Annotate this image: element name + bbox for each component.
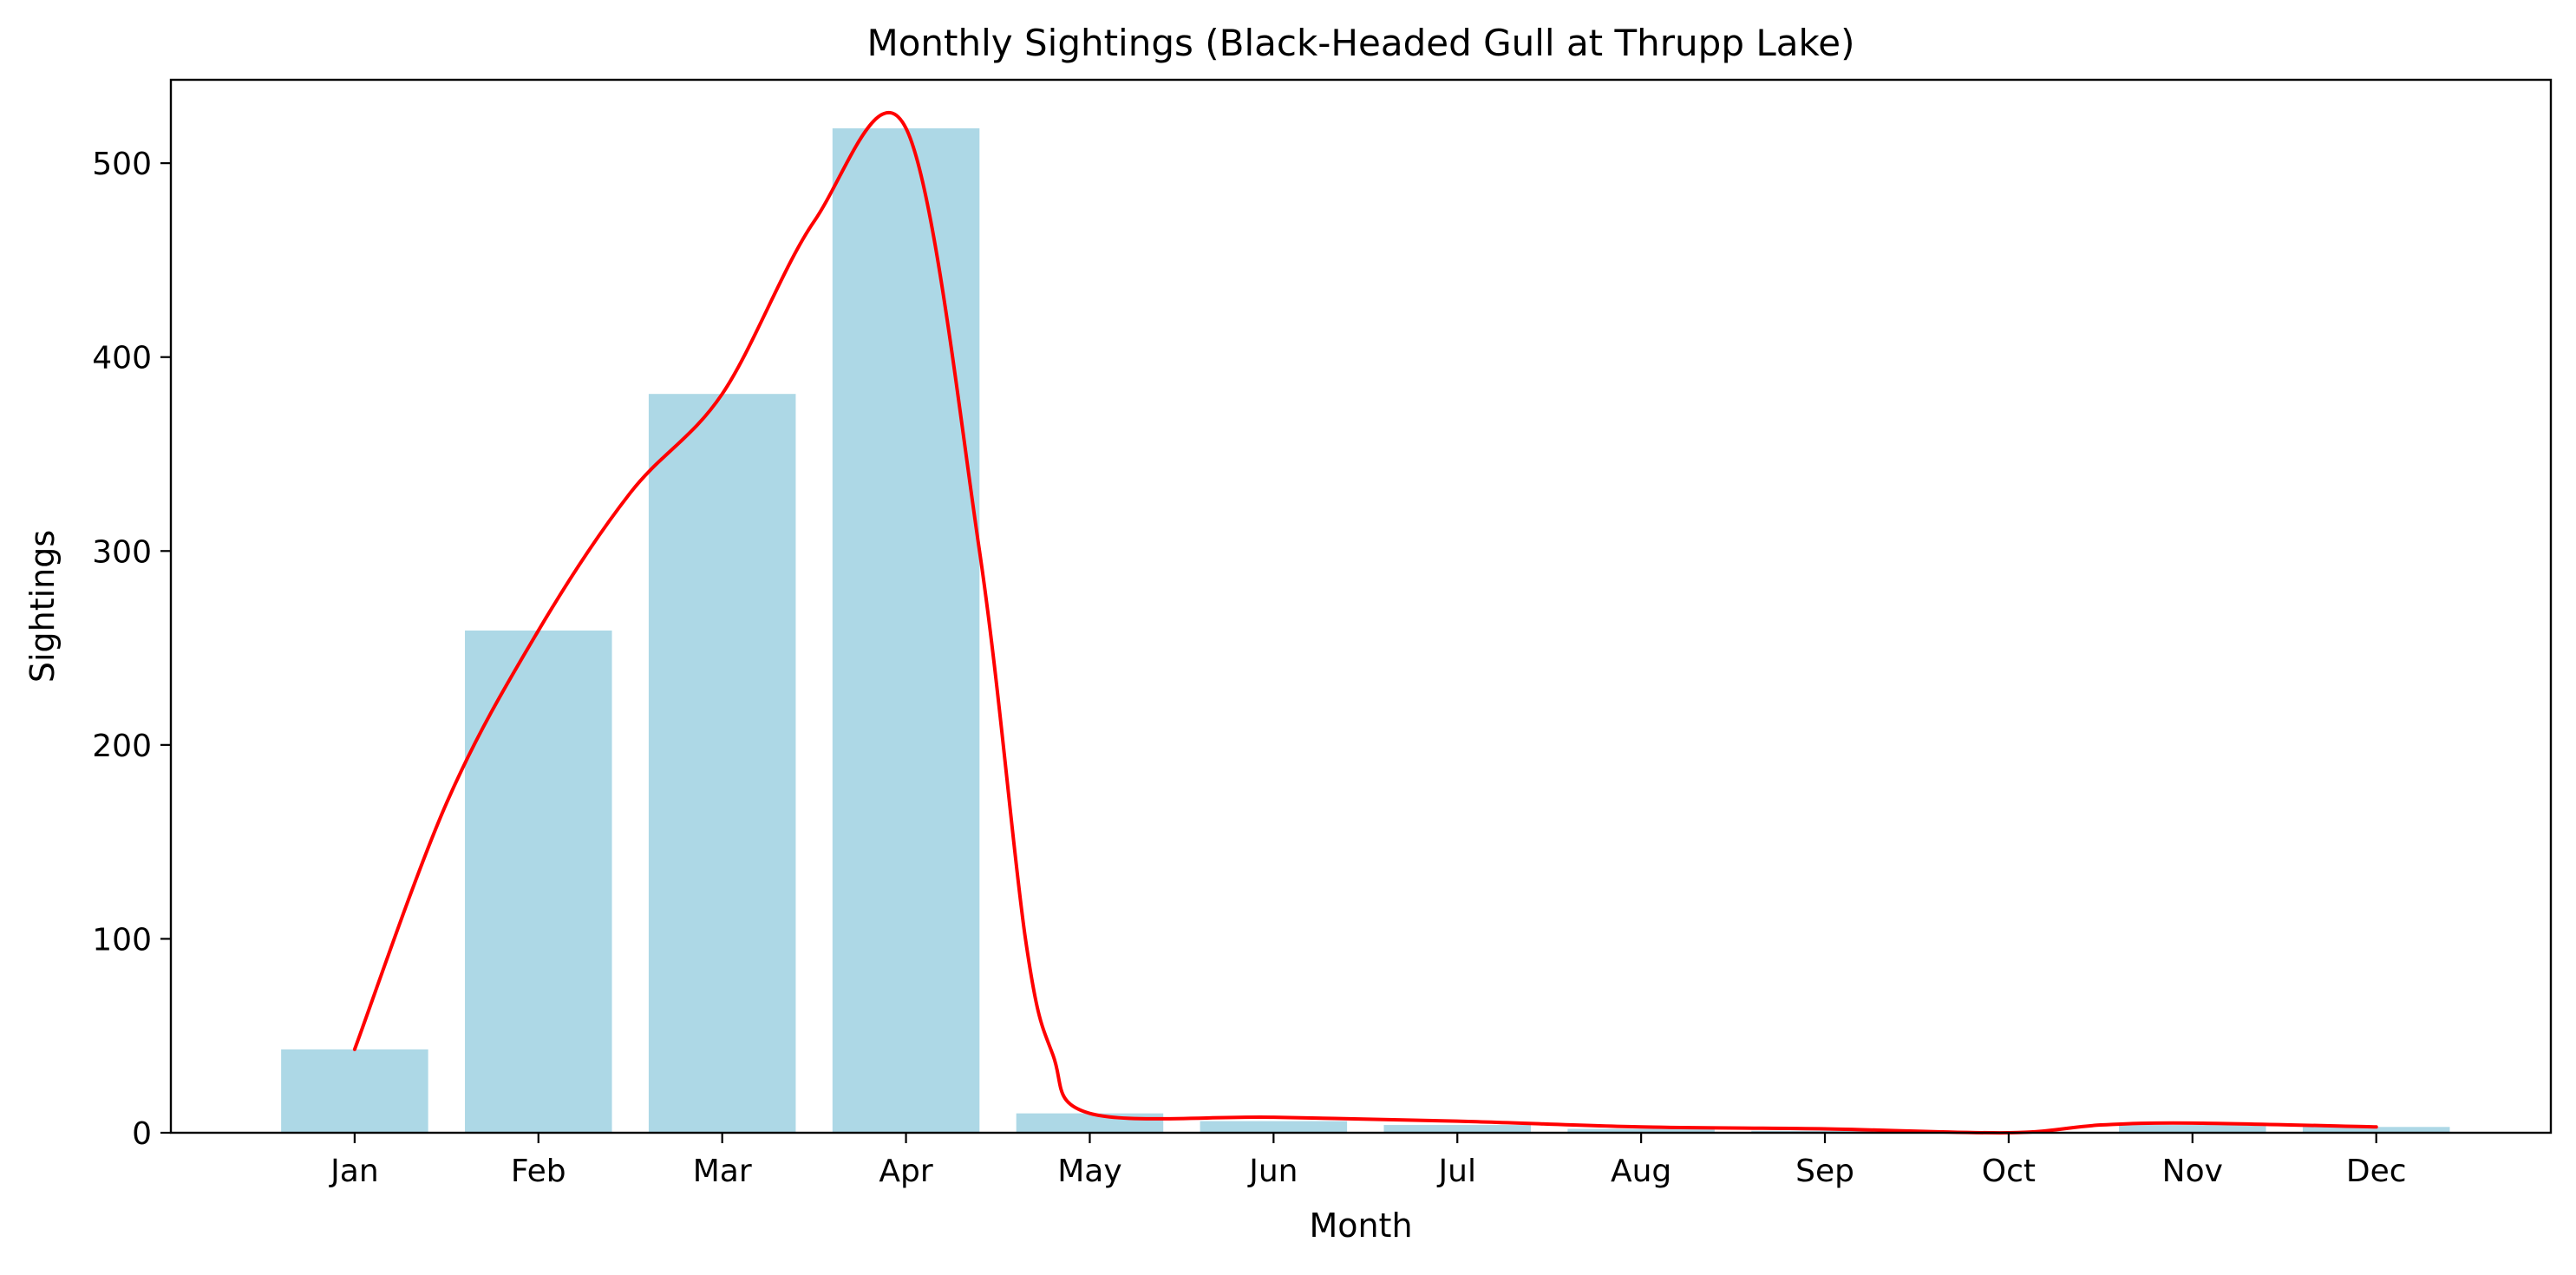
y-tick-label: 0 [132, 1116, 152, 1152]
bar-apr [832, 128, 980, 1133]
bar-jan [281, 1049, 428, 1133]
x-tick-label-oct: Oct [1982, 1154, 2036, 1189]
bars-layer [281, 128, 2450, 1133]
x-tick-label-feb: Feb [511, 1154, 566, 1189]
x-tick-label-aug: Aug [1611, 1154, 1671, 1189]
bar-feb [465, 630, 612, 1133]
y-tick-label: 400 [92, 341, 152, 376]
y-tick-label: 500 [92, 147, 152, 182]
bar-may [1016, 1113, 1164, 1133]
bar-nov [2119, 1125, 2266, 1133]
bar-dec [2302, 1127, 2450, 1133]
x-tick-label-jan: Jan [329, 1154, 379, 1189]
line-layer [352, 111, 2378, 1135]
x-tick-label-jun: Jun [1247, 1154, 1298, 1189]
trend-line [352, 111, 2378, 1135]
y-tick-label: 200 [92, 729, 152, 764]
bar-jun [1200, 1121, 1348, 1133]
plot-frame [169, 78, 2553, 1134]
bar-aug [1567, 1128, 1715, 1133]
x-axis: Jan Feb Mar Apr May Jun Jul Aug Sep Oct Nov Dec [329, 1133, 2407, 1189]
x-tick-label-apr: Apr [879, 1154, 932, 1189]
x-tick-label-sep: Sep [1795, 1154, 1854, 1189]
y-tick-label: 100 [92, 922, 152, 958]
bar-mar [648, 394, 796, 1133]
chart-title: Monthly Sightings (Black-Headed Gull at … [866, 22, 1854, 64]
x-tick-label-may: May [1057, 1154, 1121, 1189]
x-axis-label: Month [1309, 1206, 1412, 1245]
y-axis: 0 100 200 300 400 500 [92, 147, 171, 1152]
y-tick-label: 300 [92, 534, 152, 570]
x-tick-label-mar: Mar [693, 1154, 752, 1189]
y-axis-label: Sightings [23, 530, 62, 683]
x-tick-label-dec: Dec [2346, 1154, 2407, 1189]
x-tick-label-nov: Nov [2162, 1154, 2223, 1189]
x-tick-label-jul: Jul [1437, 1154, 1476, 1189]
bar-jul [1383, 1125, 1531, 1133]
